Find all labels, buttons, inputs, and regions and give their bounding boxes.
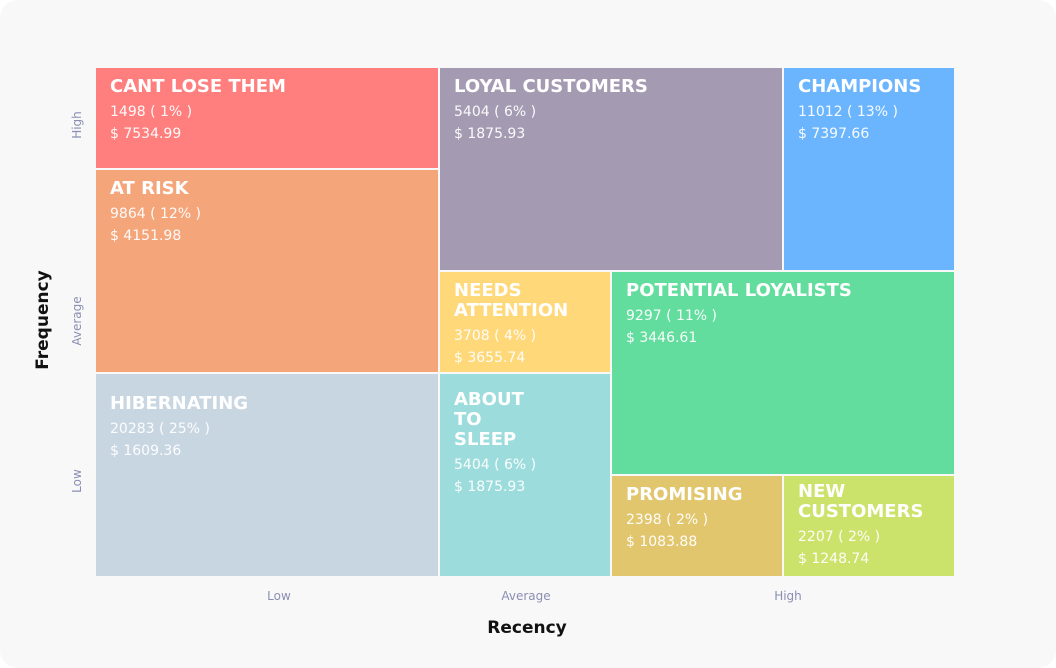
x-title: Recency bbox=[487, 618, 567, 638]
segment: AT RISK 9864 ( 12% ) $ 4151.98 bbox=[96, 170, 438, 372]
y-level: Low bbox=[70, 469, 84, 493]
segment: CHAMPIONS 11012 ( 13% ) $ 7397.66 bbox=[784, 68, 954, 270]
segment-name: NEEDS ATTENTION bbox=[454, 280, 569, 321]
segment-count: 5404 ( 6% ) bbox=[454, 457, 537, 473]
segment-count: 5404 ( 6% ) bbox=[454, 104, 537, 120]
segment-name: CHAMPIONS bbox=[798, 76, 922, 97]
segment-name: PROMISING bbox=[626, 484, 743, 505]
y-title: Frequency bbox=[33, 270, 53, 370]
segment-amount: $ 1248.74 bbox=[798, 551, 870, 567]
segment-count: 3708 ( 4% ) bbox=[454, 328, 537, 344]
segment: CANT LOSE THEM 1498 ( 1% ) $ 7534.99 bbox=[96, 68, 438, 168]
x-level: High bbox=[774, 589, 802, 603]
segment-count: 11012 ( 13% ) bbox=[798, 104, 898, 120]
segment-amount: $ 1875.93 bbox=[454, 126, 526, 142]
segment: NEW CUSTOMERS 2207 ( 2% ) $ 1248.74 bbox=[784, 476, 954, 576]
segment-name: CANT LOSE THEM bbox=[110, 76, 286, 97]
segment: NEEDS ATTENTION 3708 ( 4% ) $ 3655.74 bbox=[440, 272, 610, 372]
segment-count: 2398 ( 2% ) bbox=[626, 512, 709, 528]
y-level: Average bbox=[70, 296, 84, 346]
x-level: Average bbox=[501, 589, 551, 603]
segment-amount: $ 3655.74 bbox=[454, 350, 526, 366]
segment-count: 9297 ( 11% ) bbox=[626, 308, 718, 324]
segment-name: POTENTIAL LOYALISTS bbox=[626, 280, 852, 301]
segment: LOYAL CUSTOMERS 5404 ( 6% ) $ 1875.93 bbox=[440, 68, 782, 270]
segment: ABOUT TO SLEEP 5404 ( 6% ) $ 1875.93 bbox=[440, 374, 610, 576]
segment-name: HIBERNATING bbox=[110, 393, 249, 414]
segment-name: AT RISK bbox=[110, 178, 189, 199]
segment-amount: $ 1875.93 bbox=[454, 479, 526, 495]
segment-amount: $ 1083.88 bbox=[626, 534, 698, 550]
segment-name: LOYAL CUSTOMERS bbox=[454, 76, 648, 97]
segment: PROMISING 2398 ( 2% ) $ 1083.88 bbox=[612, 476, 782, 576]
segment-amount: $ 3446.61 bbox=[626, 330, 698, 346]
segment-amount: $ 1609.36 bbox=[110, 443, 182, 459]
segment-count: 2207 ( 2% ) bbox=[798, 529, 881, 545]
y-level: High bbox=[70, 111, 84, 139]
segment-count: 20283 ( 25% ) bbox=[110, 421, 210, 437]
segment-amount: $ 7534.99 bbox=[110, 126, 182, 142]
segment-count: 9864 ( 12% ) bbox=[110, 206, 202, 222]
segment-amount: $ 7397.66 bbox=[798, 126, 870, 142]
segment: POTENTIAL LOYALISTS 9297 ( 11% ) $ 3446.61 bbox=[612, 272, 954, 474]
segment-name: ABOUT TO SLEEP bbox=[454, 389, 524, 450]
segment-amount: $ 4151.98 bbox=[110, 228, 182, 244]
segment-count: 1498 ( 1% ) bbox=[110, 104, 193, 120]
x-level: Low bbox=[267, 589, 291, 603]
segment-name: NEW CUSTOMERS bbox=[798, 481, 924, 522]
segment: HIBERNATING 20283 ( 25% ) $ 1609.36 bbox=[96, 374, 438, 576]
